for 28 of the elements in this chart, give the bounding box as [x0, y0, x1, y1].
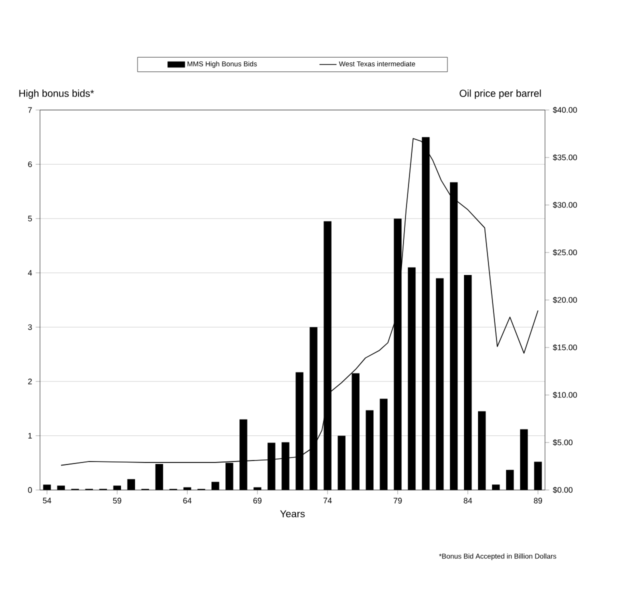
y-tick-label: 7	[28, 107, 32, 113]
y2-tick-label: $10.00	[552, 392, 577, 398]
x-tick-label: 89	[534, 498, 542, 504]
y-tick-label: 5	[28, 216, 32, 222]
y2-axis-title: Oil price per barrel	[460, 90, 541, 99]
x-tick-label: 54	[42, 498, 52, 504]
y2-tick-label: $15.00	[552, 344, 577, 351]
y-tick-label: 4	[28, 270, 32, 276]
x-axis-title: Years	[280, 510, 305, 518]
y-tick-label: 2	[28, 378, 32, 384]
x-tick-label: 59	[113, 498, 122, 504]
y2-tick-label: $35.00	[552, 154, 577, 161]
x-tick-label: 79	[394, 498, 402, 504]
y2-tick-label: $25.00	[552, 249, 577, 256]
y2-tick-label: $20.00	[552, 296, 577, 304]
y-tick-label: 0	[28, 487, 32, 493]
y-tick-label: 6	[28, 161, 32, 168]
y-axis-title: High bonus bids*	[19, 90, 94, 99]
y2-tick-label: $0.00	[552, 486, 573, 494]
y2-tick-label: $30.00	[552, 202, 577, 208]
x-tick-label: 84	[464, 498, 472, 504]
x-tick-label: 64	[183, 498, 192, 504]
x-tick-label: 69	[253, 498, 262, 504]
y-tick-label: 3	[28, 324, 32, 330]
y2-tick-label: $5.00	[552, 439, 573, 446]
y-tick-label: 1	[28, 432, 32, 438]
x-tick-label: 74	[324, 498, 332, 504]
y2-tick-label: $40.00	[552, 106, 577, 114]
